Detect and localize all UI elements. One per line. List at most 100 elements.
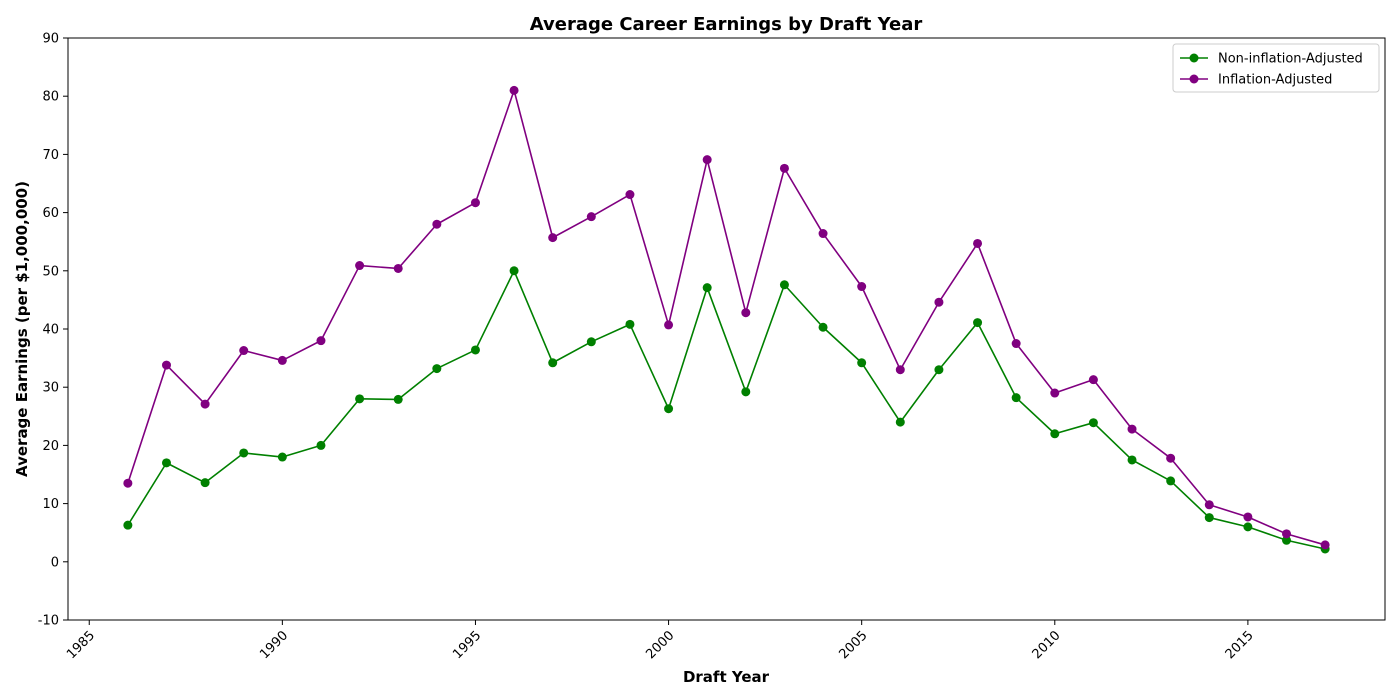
y-tick-label: 90 (42, 32, 59, 47)
data-point (277, 452, 287, 462)
data-point (779, 163, 789, 173)
y-tick-label: 80 (42, 90, 59, 105)
data-point (1282, 535, 1292, 545)
series-1 (123, 85, 1330, 550)
data-point (895, 365, 905, 375)
legend-label: Non-inflation-Adjusted (1218, 52, 1363, 67)
x-tick-label: 2000 (643, 628, 677, 662)
legend-marker (1189, 53, 1199, 63)
x-tick-label: 1985 (64, 628, 98, 662)
chart-title: Average Career Earnings by Draft Year (530, 14, 923, 35)
data-point (1050, 388, 1060, 398)
data-point (1088, 375, 1098, 385)
x-tick-label: 2010 (1030, 628, 1064, 662)
x-tick-label: 2015 (1223, 628, 1257, 662)
data-point (625, 319, 635, 329)
data-point (548, 233, 558, 243)
data-point (857, 358, 867, 368)
series-line (127, 89, 1326, 546)
y-axis: -10 0 10 20 30 40 50 60 70 80 90 (38, 32, 68, 629)
data-point (393, 263, 403, 273)
data-point (1243, 512, 1253, 522)
series-0 (123, 266, 1330, 554)
data-point (161, 458, 171, 468)
y-tick-label: 50 (42, 264, 59, 279)
data-point (239, 448, 249, 458)
data-point (1320, 540, 1330, 550)
data-point (741, 308, 751, 318)
y-tick-label: 0 (51, 555, 59, 570)
data-point (355, 261, 365, 271)
legend-entry: Non-inflation-Adjusted (1180, 52, 1363, 67)
data-point (973, 318, 983, 328)
data-point (973, 238, 983, 248)
data-point (161, 360, 171, 370)
legend-marker (1189, 74, 1199, 84)
data-point (586, 337, 596, 347)
y-tick-label: 40 (42, 323, 59, 338)
data-point (664, 320, 674, 330)
legend-box (1172, 43, 1380, 93)
data-point (1127, 424, 1137, 434)
data-point (1011, 393, 1021, 403)
data-point (1204, 500, 1214, 510)
data-point (470, 345, 480, 355)
data-point (1050, 429, 1060, 439)
data-point (316, 440, 326, 450)
data-point (818, 229, 828, 239)
data-point (1243, 522, 1253, 532)
data-point (818, 322, 828, 332)
data-point (393, 394, 403, 404)
data-point (625, 190, 635, 200)
y-tick-label: 60 (42, 206, 59, 221)
x-tick-label: 1995 (450, 628, 484, 662)
legend-entry: Inflation-Adjusted (1180, 73, 1332, 88)
data-point (509, 266, 519, 276)
data-point (123, 520, 133, 530)
data-point (123, 478, 133, 488)
data-point (741, 387, 751, 397)
data-point (432, 219, 442, 229)
data-point (586, 212, 596, 222)
data-point (779, 280, 789, 290)
data-point (200, 399, 210, 409)
data-point (470, 198, 480, 208)
data-point (316, 336, 326, 346)
data-point (277, 355, 287, 365)
x-axis: 1985 1990 1995 2000 2005 2010 2015 (64, 620, 1257, 662)
data-point (1166, 453, 1176, 463)
y-axis-label: Average Earnings (per $1,000,000) (13, 181, 31, 477)
y-tick-label: 30 (42, 381, 59, 396)
data-point (934, 297, 944, 307)
data-point (432, 364, 442, 374)
data-point (1166, 476, 1176, 486)
data-point (702, 155, 712, 165)
data-point (1088, 418, 1098, 428)
data-point (1011, 339, 1021, 349)
data-point (702, 283, 712, 293)
data-point (857, 282, 867, 292)
y-tick-label: 20 (42, 439, 59, 454)
data-point (664, 404, 674, 414)
x-tick-label: 1990 (257, 628, 291, 662)
data-point (509, 85, 519, 95)
data-point (1127, 455, 1137, 465)
plot-frame (67, 37, 1386, 621)
legend-label: Inflation-Adjusted (1218, 73, 1332, 88)
data-point (1204, 513, 1214, 523)
data-point (239, 346, 249, 356)
data-point (355, 394, 365, 404)
y-tick-label: -10 (38, 614, 59, 629)
legend: Non-inflation-Adjusted Inflation-Adjusted (1172, 43, 1380, 93)
y-tick-label: 10 (42, 497, 59, 512)
data-point (1282, 529, 1292, 539)
x-tick-label: 2005 (836, 628, 870, 662)
series-line (127, 269, 1326, 550)
series-layer (123, 85, 1330, 554)
data-point (200, 478, 210, 488)
data-point (934, 365, 944, 375)
data-point (548, 358, 558, 368)
data-point (895, 417, 905, 427)
y-tick-label: 70 (42, 148, 59, 163)
